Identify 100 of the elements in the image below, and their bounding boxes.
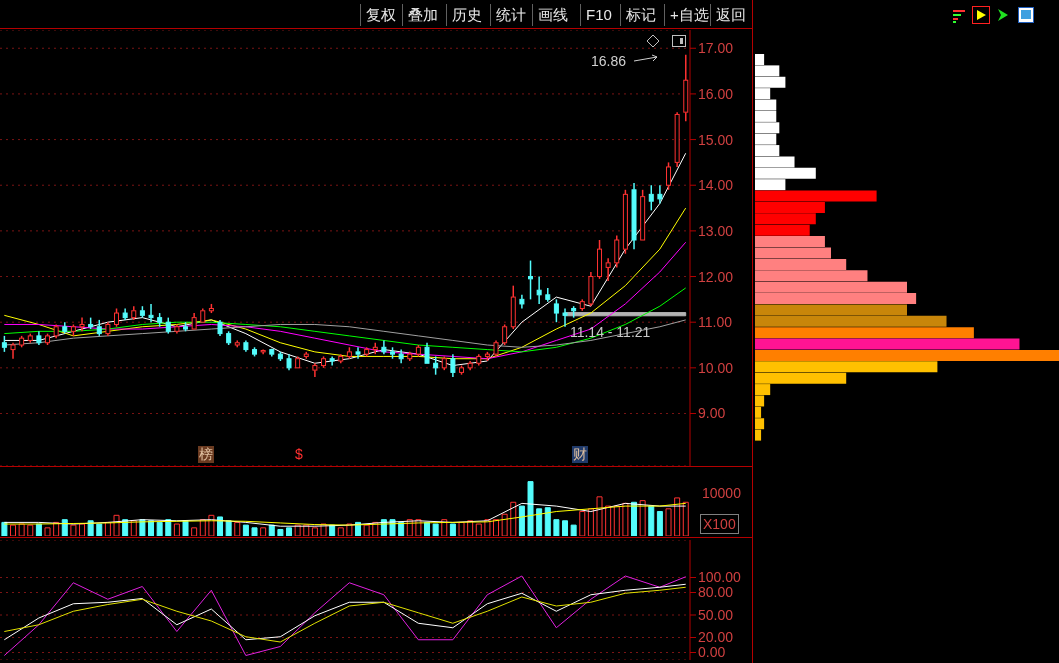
bar: [191, 527, 198, 536]
annotation: 榜: [198, 446, 214, 463]
text: +自选: [664, 4, 714, 26]
text: 叠加: [402, 4, 443, 26]
text: 10000: [701, 484, 742, 502]
bar: [61, 519, 68, 536]
bar: [268, 524, 275, 536]
candlestick: [683, 53, 689, 123]
candlestick: [131, 305, 137, 321]
bar: [674, 497, 681, 536]
candlestick: [122, 307, 128, 321]
bar: [656, 511, 663, 536]
candlestick: [355, 346, 361, 360]
bar: [96, 523, 103, 536]
bar: [622, 502, 629, 536]
candlestick: [450, 353, 456, 378]
candlestick: [476, 353, 482, 367]
annotation: 16.86: [590, 53, 628, 70]
bar: [234, 521, 241, 536]
candlestick: [62, 321, 68, 335]
text: 画线: [532, 4, 573, 26]
bar: [329, 524, 336, 536]
bar: [398, 521, 405, 536]
candlestick: [217, 319, 223, 337]
candlestick: [536, 275, 542, 305]
candlestick: [79, 316, 85, 333]
candlestick: [605, 257, 611, 282]
annotation: $: [294, 446, 304, 463]
bar: [518, 505, 525, 536]
candlestick: [286, 353, 292, 371]
candlestick: [467, 360, 473, 371]
bar: [173, 523, 180, 536]
y-tick-label: 14.00: [698, 177, 734, 194]
bar: [53, 521, 60, 536]
bar: [27, 524, 34, 536]
bar: [501, 513, 508, 536]
bar: [260, 527, 267, 536]
bar: [579, 511, 586, 536]
y-tick-label: 13.00: [698, 222, 734, 239]
bar: [527, 481, 534, 536]
y-tick-label: 100.00: [698, 569, 742, 586]
text: F10: [580, 4, 617, 26]
text: 标记: [620, 4, 661, 26]
bar: [286, 527, 293, 536]
line-series: [3, 575, 687, 656]
bar: [337, 527, 344, 536]
candlestick: [545, 287, 551, 303]
bar: [277, 528, 284, 536]
bar: [311, 527, 318, 536]
text: 历史: [446, 4, 487, 26]
bar: [225, 520, 232, 536]
bar: [70, 524, 77, 536]
text: X100: [700, 514, 739, 534]
candlestick: [174, 323, 180, 335]
bar: [475, 523, 482, 536]
bar: [570, 524, 577, 536]
bar: [251, 527, 258, 536]
bar: [363, 524, 370, 536]
bar: [182, 520, 189, 536]
bar: [156, 521, 163, 536]
bar: [44, 527, 51, 536]
bar: [449, 523, 456, 536]
bar: [544, 507, 551, 536]
y-tick-label: 50.00: [698, 606, 734, 623]
y-tick-label: 15.00: [698, 131, 734, 148]
bar: [87, 520, 94, 536]
bar: [755, 327, 974, 339]
bar: [682, 501, 689, 536]
candlestick: [562, 307, 568, 328]
bar: [665, 508, 672, 536]
bar: [755, 349, 1059, 361]
bar: [217, 516, 224, 536]
candlestick: [312, 362, 318, 378]
bar: [562, 520, 569, 536]
bar: [113, 514, 120, 536]
y-tick-label: 11.00: [698, 314, 733, 331]
bar: [424, 521, 431, 536]
bar: [596, 496, 603, 536]
text: 统计: [490, 4, 531, 26]
bar: [432, 523, 439, 536]
y-tick-label: 16.00: [698, 85, 734, 102]
bar: [303, 524, 310, 536]
bar: [208, 514, 215, 536]
bar: [242, 524, 249, 536]
candlestick: [148, 303, 154, 323]
y-tick-label: 17.00: [698, 40, 734, 57]
text: 返回: [710, 4, 751, 26]
y-tick-label: 20.00: [698, 629, 734, 646]
bar: [510, 501, 517, 536]
bar: [148, 520, 155, 536]
bar: [639, 500, 646, 536]
candlestick: [243, 339, 249, 353]
bar: [139, 519, 146, 536]
bar: [10, 524, 17, 536]
text: 复权: [360, 4, 401, 26]
candlestick: [631, 182, 637, 250]
bar: [605, 505, 612, 536]
candlestick: [36, 330, 42, 346]
bar: [79, 523, 86, 536]
candlestick: [329, 355, 335, 367]
